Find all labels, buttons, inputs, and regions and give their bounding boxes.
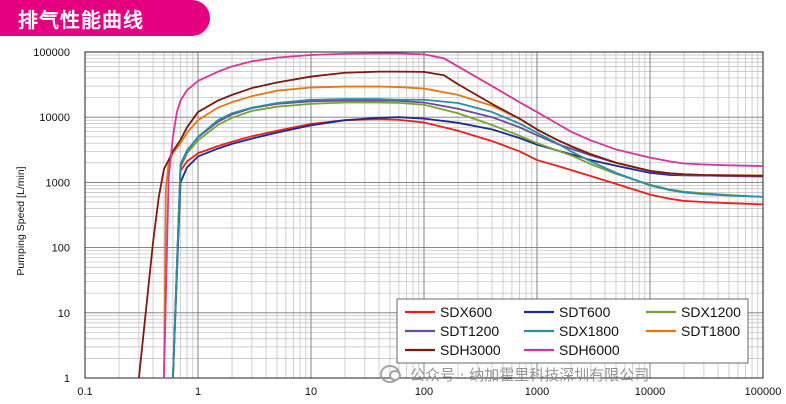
- y-tick-label: 100: [52, 243, 70, 255]
- y-tick-label: 10000: [39, 112, 70, 124]
- wechat-icon: [380, 365, 401, 383]
- x-tick-label: 0.1: [77, 386, 92, 398]
- legend-label: SDX1200: [681, 304, 741, 320]
- x-tick-label: 10000: [635, 386, 666, 398]
- page-title: 排气性能曲线: [18, 8, 144, 32]
- y-tick-labels: 1 10 100 1000 10000 100000: [33, 47, 70, 385]
- title-banner: 排气性能曲线: [0, 0, 210, 36]
- x-tick-label: 1: [195, 386, 201, 398]
- series-line-sdx1800: [172, 98, 763, 378]
- legend-label: SDT1200: [440, 323, 499, 339]
- y-tick-label: 1000: [46, 177, 70, 189]
- series-line-sdt600: [172, 116, 763, 378]
- legend-label: SDX600: [440, 304, 492, 320]
- x-tick-label: 100: [415, 386, 433, 398]
- series-line-sdx600: [172, 118, 763, 378]
- y-tick-label: 1: [64, 373, 70, 385]
- legend: SDX600 SDT600 SDX1200 SDT1200 SDX1800 SDT1800…: [396, 298, 749, 364]
- y-axis-label: Pumping Speed [L/min]: [15, 166, 27, 275]
- x-tick-label: 1000: [525, 386, 549, 398]
- legend-label: SDH6000: [559, 342, 620, 358]
- x-tick-label: 100000: [745, 386, 782, 398]
- title-banner-shape: [0, 0, 210, 36]
- watermark: 公众号 · 纳加霍里科技深圳有限公司: [380, 364, 650, 385]
- legend-label: SDT1800: [681, 323, 740, 339]
- x-tick-label: 10: [305, 386, 317, 398]
- legend-label: SDX1800: [559, 323, 619, 339]
- legend-label: SDT600: [559, 304, 611, 320]
- legend-label: SDH3000: [440, 342, 501, 358]
- y-tick-label: 10: [58, 308, 70, 320]
- y-tick-label: 100000: [33, 47, 70, 59]
- watermark-text: 公众号 · 纳加霍里科技深圳有限公司: [410, 366, 650, 384]
- legend-box: [396, 298, 749, 364]
- x-tick-labels: 0.1 1 10 100 1000 10000 100000: [77, 386, 781, 398]
- series-line-sdh3000: [138, 70, 763, 378]
- series-line-sdh6000: [163, 52, 763, 378]
- series-lines: [138, 52, 763, 378]
- plot-frame: [84, 51, 764, 379]
